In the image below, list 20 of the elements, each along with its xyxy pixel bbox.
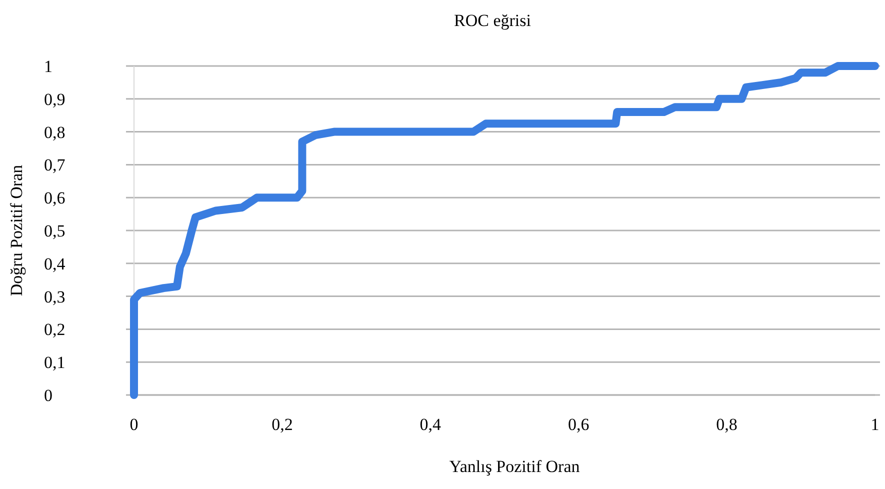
x-tick-label: 0,8 bbox=[716, 415, 738, 434]
y-tick-label: 0,8 bbox=[44, 122, 66, 142]
y-tick-label: 0,3 bbox=[44, 287, 66, 306]
y-tick-label: 0,9 bbox=[44, 90, 66, 109]
y-tick-label: 0,2 bbox=[44, 320, 66, 340]
y-tick-label: 0,7 bbox=[44, 156, 66, 175]
y-tick-label: 0,1 bbox=[44, 353, 66, 372]
y-tick-label: 0,6 bbox=[44, 188, 66, 208]
x-tick-label: 0 bbox=[130, 415, 138, 434]
x-tick-label: 1 bbox=[870, 415, 880, 434]
x-tick-label: 0,4 bbox=[420, 415, 442, 434]
x-tick-label: 0,6 bbox=[568, 415, 590, 434]
y-tick-label: 0,4 bbox=[44, 254, 66, 274]
x-axis-title: Yanlış Pozitif Oran bbox=[449, 457, 580, 476]
y-axis-title: Doğru Pozitif Oran bbox=[7, 164, 26, 296]
chart-title: ROC eğrisi bbox=[454, 11, 532, 30]
y-tick-label: 0 bbox=[44, 386, 52, 405]
y-tick-label: 1 bbox=[44, 56, 52, 76]
y-tick-label: 0,5 bbox=[44, 221, 66, 240]
x-tick-label: 0,2 bbox=[272, 415, 293, 434]
